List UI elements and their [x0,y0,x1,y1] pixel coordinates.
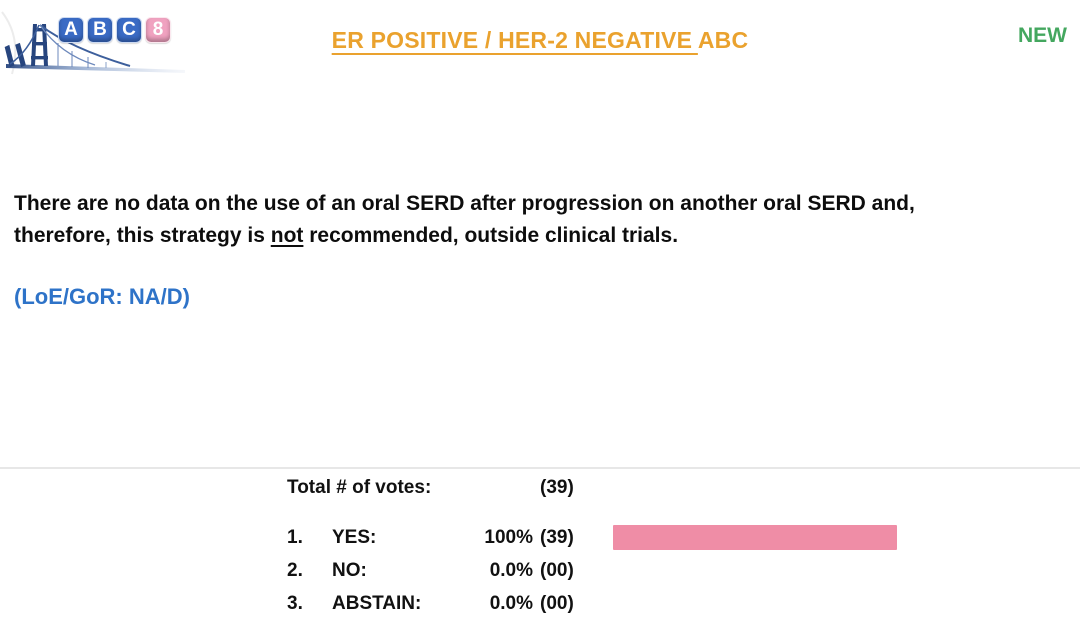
vote-row-number: 2. [287,560,303,581]
statement-line-2: therefore, this strategy is not recommen… [14,220,1072,252]
vote-percentage: 0.0% [489,593,533,614]
page-title-underlined-part: ER POSITIVE / HER-2 NEGATIVE [331,27,698,53]
statement-line2-not: not [270,224,304,247]
vote-option-label: ABSTAIN: [332,593,422,614]
vote-total-label: Total # of votes: [287,477,432,498]
vote-option-label: YES: [332,527,377,548]
separator-line [0,467,1080,469]
loe-gor-label: (LoE/GoR: NA/D) [14,284,190,309]
vote-option-label: NO: [332,560,367,581]
logo-letter-tiles: A B C 8 [58,17,171,43]
vote-row-abstain: 3. ABSTAIN: 0.0% (00) [287,591,1077,616]
page-title: ER POSITIVE / HER-2 NEGATIVE ABC [0,27,1080,54]
statement-line-1: There are no data on the use of an oral … [14,192,915,215]
new-badge: NEW [1018,24,1067,47]
vote-total-count: (39) [540,477,574,498]
vote-percentage: 100% [484,527,533,548]
vote-row-no: 2. NO: 0.0% (00) [287,558,1077,583]
statement-line2-post: recommended, outside clinical trials. [303,224,679,247]
vote-row-yes: 1. YES: 100% (39) [287,525,1077,550]
bridge-icon [1,11,185,75]
vote-count: (00) [540,560,574,581]
vote-row-number: 3. [287,593,303,614]
logo-tile-c: C [116,17,142,43]
statement-line2-pre: therefore, this strategy is [14,224,271,247]
logo-tile-a: A [58,17,84,43]
vote-row-number: 1. [287,527,303,548]
logo-tile-8: 8 [145,17,171,43]
abc8-logo: A B C 8 [0,4,185,90]
vote-percentage: 0.0% [489,560,533,581]
vote-count: (39) [540,527,574,548]
vote-result-bar [613,525,897,550]
statement-text: There are no data on the use of an oral … [14,188,1072,252]
logo-tile-b: B [87,17,113,43]
vote-total-row: Total # of votes: (39) [287,475,1077,500]
page-title-plain-part: ABC [697,27,749,53]
vote-count: (00) [540,593,574,614]
